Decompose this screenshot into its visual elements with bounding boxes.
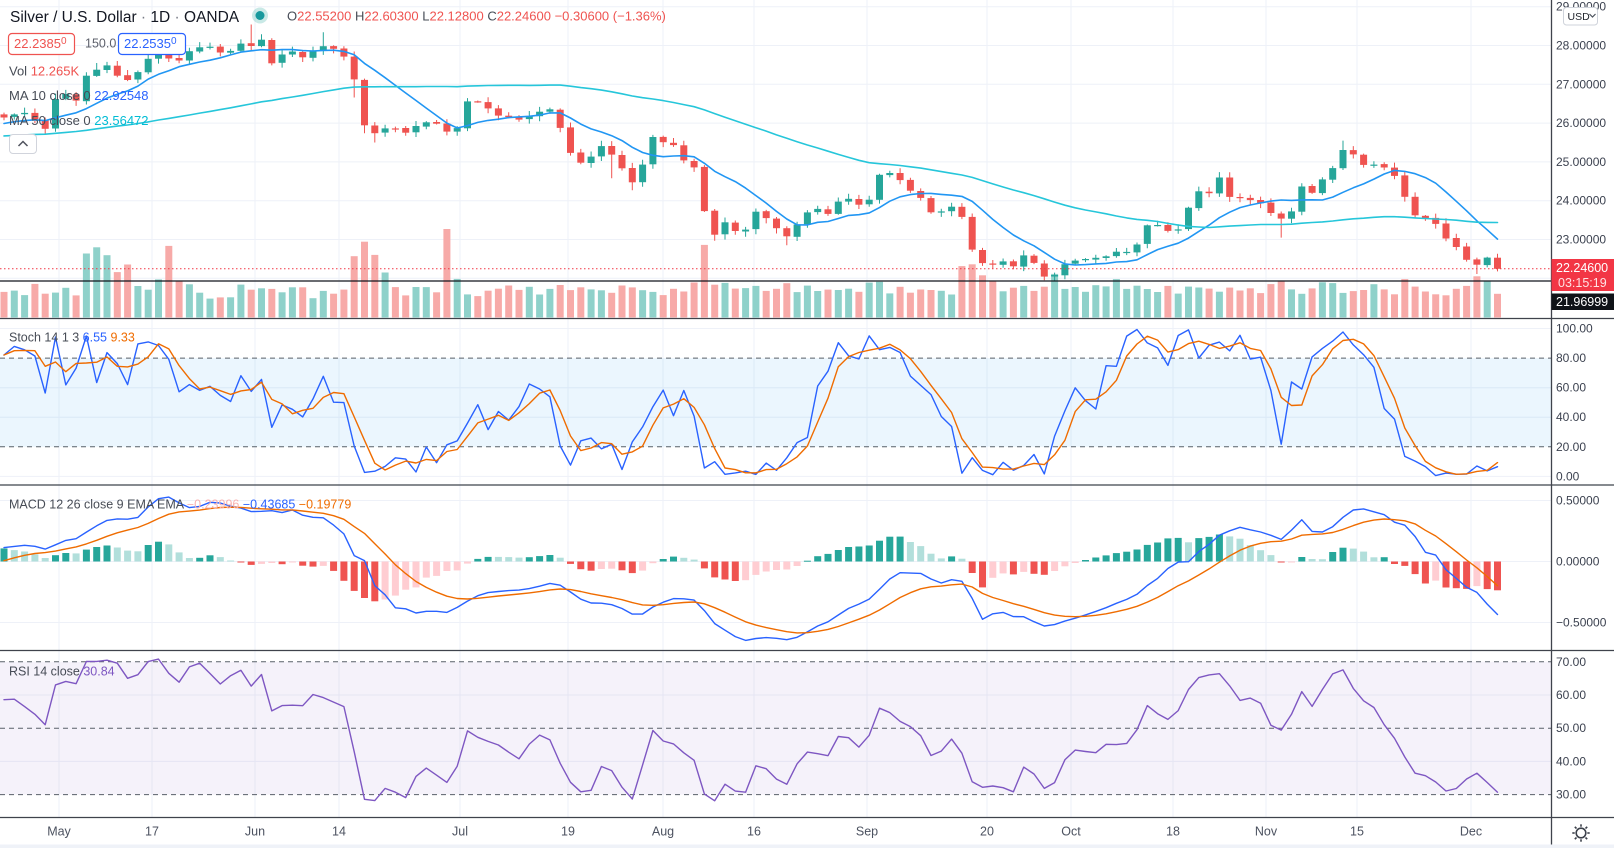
svg-text:0.50000: 0.50000 [1556,494,1600,508]
svg-text:Jul: Jul [452,825,468,839]
svg-text:May: May [47,825,71,839]
svg-text:22.24600: 22.24600 [1556,261,1608,275]
svg-text:22.23850: 22.23850 [14,36,67,51]
svg-text:80.00: 80.00 [1556,351,1586,365]
svg-text:19: 19 [561,825,575,839]
svg-text:20.00: 20.00 [1556,440,1586,454]
svg-text:21.96999: 21.96999 [1556,295,1608,309]
svg-text:Oct: Oct [1061,825,1081,839]
svg-text:−0.50000: −0.50000 [1556,616,1607,630]
svg-text:100.00: 100.00 [1556,322,1593,336]
svg-text:40.00: 40.00 [1556,410,1586,424]
svg-text:60.00: 60.00 [1556,381,1586,395]
svg-text:MA 50 close 0 23.56472: MA 50 close 0 23.56472 [9,113,149,128]
svg-text:Sep: Sep [856,825,878,839]
svg-text:14: 14 [332,825,346,839]
svg-text:40.00: 40.00 [1556,754,1586,768]
svg-text:26.00000: 26.00000 [1556,116,1606,130]
svg-text:03:15:19: 03:15:19 [1558,276,1607,290]
svg-text:70.00: 70.00 [1556,655,1586,669]
svg-text:MACD 12 26 close 9 EMA EMA −0.: MACD 12 26 close 9 EMA EMA −0.23996 −0.4… [9,498,351,512]
svg-text:16: 16 [747,825,761,839]
svg-text:0.00: 0.00 [1556,469,1580,483]
svg-text:15: 15 [1350,825,1364,839]
svg-text:23.00000: 23.00000 [1556,233,1606,247]
svg-text:28.00000: 28.00000 [1556,39,1606,53]
svg-text:Nov: Nov [1255,825,1278,839]
svg-text:18: 18 [1166,825,1180,839]
svg-text:Dec: Dec [1460,825,1482,839]
svg-text:Jun: Jun [245,825,265,839]
svg-text:22.25350: 22.25350 [124,36,177,51]
svg-text:25.00000: 25.00000 [1556,155,1606,169]
svg-text:30.00: 30.00 [1556,788,1586,802]
svg-text:Stoch 14 1 3 6.55 9.33: Stoch 14 1 3 6.55 9.33 [9,331,135,345]
svg-text:USD: USD [1568,11,1591,23]
svg-text:20: 20 [980,825,994,839]
svg-text:Vol 12.265K: Vol 12.265K [9,64,79,79]
svg-text:60.00: 60.00 [1556,688,1586,702]
svg-text:27.00000: 27.00000 [1556,77,1606,91]
svg-text:RSI 14 close 30.84: RSI 14 close 30.84 [9,665,115,679]
svg-text:Silver / U.S. Dollar · 1D · OA: Silver / U.S. Dollar · 1D · OANDA [10,9,240,26]
svg-text:50.00: 50.00 [1556,721,1586,735]
svg-text:150.0: 150.0 [85,37,116,51]
svg-text:O22.55200 H22.60300 L22.12800: O22.55200 H22.60300 L22.12800 C22.24600 … [287,9,666,24]
svg-text:Aug: Aug [652,825,674,839]
svg-text:0.00000: 0.00000 [1556,555,1600,569]
svg-text:17: 17 [145,825,159,839]
svg-text:24.00000: 24.00000 [1556,194,1606,208]
svg-text:MA 10 close 0 22.92548: MA 10 close 0 22.92548 [9,88,149,103]
